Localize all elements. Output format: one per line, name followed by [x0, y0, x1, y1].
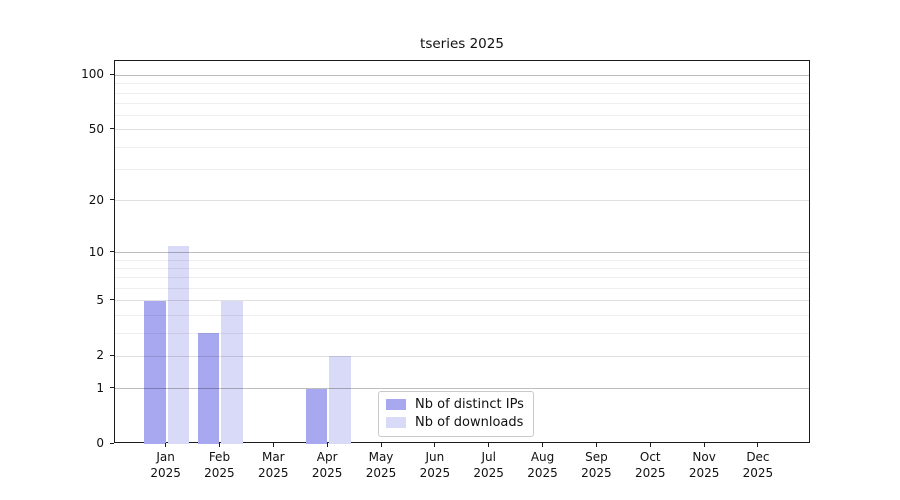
x-tick-mark-aug: [542, 443, 544, 447]
x-tick-label-apr: Apr 2025: [299, 450, 355, 481]
y-tick-label: 5: [96, 292, 104, 307]
x-tick-month: Dec: [746, 450, 770, 464]
y-tick-mark-20: [110, 199, 114, 201]
y-tick-label: 10: [88, 244, 104, 259]
x-tick-mark-sep: [595, 443, 597, 447]
y-tick-label: 2: [96, 348, 104, 363]
y-tick-label: 100: [81, 67, 104, 82]
x-tick-mark-jan: [165, 443, 167, 447]
x-tick-mark-feb: [218, 443, 220, 447]
x-tick-year: 2025: [365, 465, 397, 480]
x-tick-label-oct: Oct 2025: [622, 450, 678, 481]
x-tick-label-jun: Jun 2025: [407, 450, 463, 481]
chart-title: tseries 2025: [420, 36, 504, 52]
x-tick-year: 2025: [150, 465, 181, 480]
legend-swatch-distinct-ips: [386, 399, 406, 410]
x-tick-month: Apr: [316, 450, 338, 464]
x-tick-month: Jul: [481, 450, 496, 464]
x-tick-label-nov: Nov 2025: [676, 450, 732, 481]
legend-label-distinct-ips: Nb of distinct IPs: [415, 397, 524, 412]
x-tick-year: 2025: [527, 465, 558, 480]
x-tick-mark-apr: [326, 443, 328, 447]
x-tick-year: 2025: [419, 465, 451, 480]
x-tick-year: 2025: [688, 465, 720, 480]
bar-distinct-ips-feb: [198, 333, 220, 444]
y-tick-label: 50: [88, 121, 104, 136]
x-tick-mark-dec: [757, 443, 759, 447]
x-tick-mark-jun: [434, 443, 436, 447]
x-tick-month: Feb: [208, 450, 231, 464]
x-tick-month: May: [368, 450, 394, 464]
x-tick-label-aug: Aug 2025: [515, 450, 571, 481]
x-tick-label-jan: Jan 2025: [138, 450, 194, 481]
y-tick-label: 1: [96, 380, 104, 395]
y-tick-mark-10: [110, 251, 114, 252]
x-tick-label-feb: Feb 2025: [191, 450, 247, 481]
x-tick-year: 2025: [311, 465, 343, 480]
y-tick-mark-0: [110, 442, 114, 444]
x-tick-year: 2025: [258, 465, 289, 480]
legend-entry-distinct-ips: Nb of distinct IPs: [386, 397, 524, 412]
x-tick-mark-jul: [488, 443, 490, 447]
x-tick-month: Mar: [261, 450, 285, 464]
x-tick-mark-may: [380, 443, 382, 447]
x-tick-month: Oct: [639, 450, 661, 464]
x-tick-month: Aug: [530, 450, 555, 464]
x-tick-month: Sep: [585, 450, 608, 464]
y-tick-label: 0: [96, 436, 104, 450]
x-tick-year: 2025: [581, 465, 612, 480]
x-tick-label-dec: Dec 2025: [730, 450, 786, 481]
x-tick-label-may: May 2025: [353, 450, 409, 481]
x-tick-year: 2025: [634, 465, 666, 480]
y-tick-mark-1: [110, 387, 114, 389]
x-tick-label-jul: Jul 2025: [461, 450, 517, 481]
x-tick-mark-mar: [272, 443, 274, 447]
x-tick-month: Jan: [156, 450, 175, 464]
x-tick-year: 2025: [473, 465, 504, 480]
y-tick-mark-100: [110, 73, 114, 75]
x-tick-month: Jun: [425, 450, 445, 464]
x-tick-year: 2025: [742, 465, 774, 480]
y-tick-mark-50: [110, 128, 114, 130]
y-tick-mark-2: [110, 354, 114, 356]
bar-distinct-ips-apr: [305, 388, 328, 444]
plot-area: [114, 60, 810, 444]
x-tick-month: Nov: [692, 450, 716, 464]
bar-downloads-jan: [167, 245, 189, 444]
x-tick-year: 2025: [204, 465, 235, 480]
legend-swatch-downloads: [386, 417, 406, 428]
legend-label-downloads: Nb of downloads: [415, 415, 524, 430]
x-tick-label-sep: Sep 2025: [568, 450, 624, 481]
x-tick-mark-nov: [703, 443, 705, 447]
legend: Nb of distinct IPs Nb of downloads: [378, 391, 534, 437]
y-tick-mark-5: [110, 299, 114, 301]
bar-downloads-apr: [329, 356, 351, 444]
x-tick-mark-oct: [649, 443, 651, 447]
bars-layer: [115, 61, 809, 444]
legend-entry-downloads: Nb of downloads: [386, 415, 524, 430]
y-tick-label: 20: [88, 192, 104, 207]
x-tick-label-mar: Mar 2025: [245, 450, 301, 481]
bar-downloads-feb: [221, 300, 243, 444]
bar-distinct-ips-jan: [144, 300, 166, 444]
